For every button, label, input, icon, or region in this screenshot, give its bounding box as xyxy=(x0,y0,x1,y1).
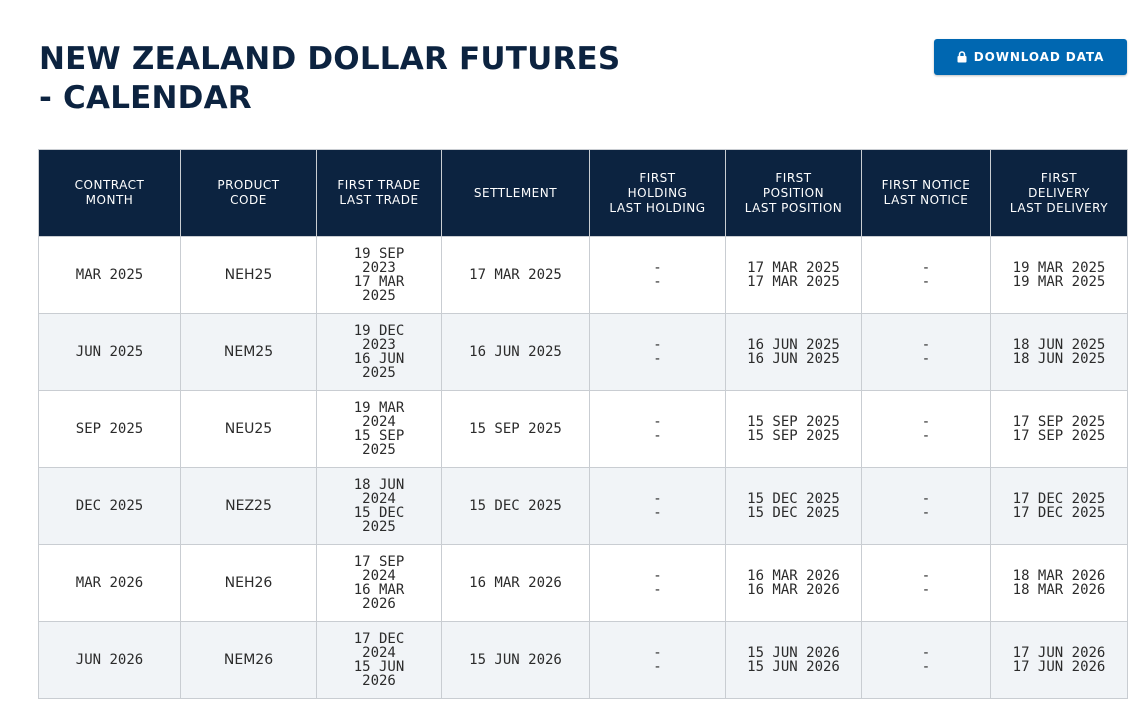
cell-position: 16 JUN 2025 16 JUN 2025 xyxy=(725,313,862,391)
table-row: MAR 2025 NEH25 19 SEP 2023 17 MAR 2025 1… xyxy=(38,236,1128,314)
table-header: CONTRACT MONTH PRODUCT CODE FIRST TRADE … xyxy=(38,149,1128,237)
cell-delivery: 19 MAR 2025 19 MAR 2025 xyxy=(990,236,1128,314)
lock-icon xyxy=(957,51,967,63)
cell-notice: - - xyxy=(861,621,991,699)
cell-contract-month: DEC 2025 xyxy=(38,467,181,545)
cell-notice: - - xyxy=(861,467,991,545)
cell-trade-dates: 17 DEC 2024 15 JUN 2026 xyxy=(316,621,442,699)
cell-contract-month: JUN 2026 xyxy=(38,621,181,699)
cell-trade-dates: 19 DEC 2023 16 JUN 2025 xyxy=(316,313,442,391)
cell-notice: - - xyxy=(861,236,991,314)
cell-contract-month: MAR 2025 xyxy=(38,236,181,314)
header-settlement: SETTLEMENT xyxy=(441,149,590,237)
table-row: MAR 2026 NEH26 17 SEP 2024 16 MAR 2026 1… xyxy=(38,544,1128,622)
table-body: MAR 2025 NEH25 19 SEP 2023 17 MAR 2025 1… xyxy=(38,236,1128,699)
cell-settlement: 16 MAR 2026 xyxy=(441,544,590,622)
table-row: DEC 2025 NEZ25 18 JUN 2024 15 DEC 2025 1… xyxy=(38,467,1128,545)
cell-notice: - - xyxy=(861,313,991,391)
cell-position: 16 MAR 2026 16 MAR 2026 xyxy=(725,544,862,622)
cell-holding: - - xyxy=(589,621,726,699)
cell-product-code: NEZ25 xyxy=(180,467,317,545)
cell-position: 15 SEP 2025 15 SEP 2025 xyxy=(725,390,862,468)
cell-contract-month: JUN 2025 xyxy=(38,313,181,391)
cell-delivery: 18 MAR 2026 18 MAR 2026 xyxy=(990,544,1128,622)
table-row: SEP 2025 NEU25 19 MAR 2024 15 SEP 2025 1… xyxy=(38,390,1128,468)
cell-position: 17 MAR 2025 17 MAR 2025 xyxy=(725,236,862,314)
cell-delivery: 17 DEC 2025 17 DEC 2025 xyxy=(990,467,1128,545)
calendar-table: CONTRACT MONTH PRODUCT CODE FIRST TRADE … xyxy=(38,149,1128,699)
cell-notice: - - xyxy=(861,544,991,622)
cell-holding: - - xyxy=(589,236,726,314)
cell-trade-dates: 19 MAR 2024 15 SEP 2025 xyxy=(316,390,442,468)
header-position: FIRST POSITION LAST POSITION xyxy=(725,149,862,237)
download-data-button[interactable]: DOWNLOAD DATA xyxy=(934,39,1127,75)
cell-contract-month: MAR 2026 xyxy=(38,544,181,622)
table-row: JUN 2026 NEM26 17 DEC 2024 15 JUN 2026 1… xyxy=(38,621,1128,699)
header-notice: FIRST NOTICE LAST NOTICE xyxy=(861,149,991,237)
cell-holding: - - xyxy=(589,390,726,468)
cell-product-code: NEM25 xyxy=(180,313,317,391)
cell-trade-dates: 18 JUN 2024 15 DEC 2025 xyxy=(316,467,442,545)
cell-settlement: 16 JUN 2025 xyxy=(441,313,590,391)
cell-trade-dates: 17 SEP 2024 16 MAR 2026 xyxy=(316,544,442,622)
cell-trade-dates: 19 SEP 2023 17 MAR 2025 xyxy=(316,236,442,314)
cell-contract-month: SEP 2025 xyxy=(38,390,181,468)
cell-holding: - - xyxy=(589,467,726,545)
table-row: JUN 2025 NEM25 19 DEC 2023 16 JUN 2025 1… xyxy=(38,313,1128,391)
header-delivery: FIRST DELIVERY LAST DELIVERY xyxy=(990,149,1128,237)
cell-settlement: 15 DEC 2025 xyxy=(441,467,590,545)
page-title: NEW ZEALAND DOLLAR FUTURES - CALENDAR xyxy=(39,41,621,116)
header-product-code: PRODUCT CODE xyxy=(180,149,317,237)
cell-product-code: NEU25 xyxy=(180,390,317,468)
cell-product-code: NEH26 xyxy=(180,544,317,622)
cell-settlement: 15 JUN 2026 xyxy=(441,621,590,699)
cell-delivery: 17 SEP 2025 17 SEP 2025 xyxy=(990,390,1128,468)
header-first-last-trade: FIRST TRADE LAST TRADE xyxy=(316,149,442,237)
header-row: CONTRACT MONTH PRODUCT CODE FIRST TRADE … xyxy=(38,149,1128,237)
cell-product-code: NEM26 xyxy=(180,621,317,699)
cell-product-code: NEH25 xyxy=(180,236,317,314)
download-data-label: DOWNLOAD DATA xyxy=(973,50,1105,64)
cell-delivery: 18 JUN 2025 18 JUN 2025 xyxy=(990,313,1128,391)
cell-holding: - - xyxy=(589,313,726,391)
cell-settlement: 17 MAR 2025 xyxy=(441,236,590,314)
cell-delivery: 17 JUN 2026 17 JUN 2026 xyxy=(990,621,1128,699)
cell-settlement: 15 SEP 2025 xyxy=(441,390,590,468)
cell-position: 15 DEC 2025 15 DEC 2025 xyxy=(725,467,862,545)
header-contract-month: CONTRACT MONTH xyxy=(38,149,181,237)
cell-position: 15 JUN 2026 15 JUN 2026 xyxy=(725,621,862,699)
header-holding: FIRST HOLDING LAST HOLDING xyxy=(589,149,726,237)
cell-notice: - - xyxy=(861,390,991,468)
cell-holding: - - xyxy=(589,544,726,622)
